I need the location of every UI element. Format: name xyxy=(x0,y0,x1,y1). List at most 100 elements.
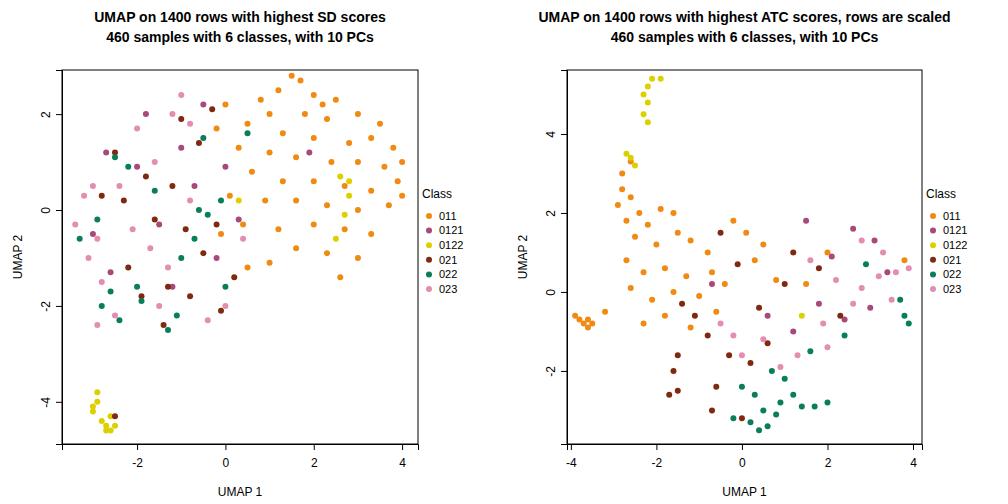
point xyxy=(399,159,405,165)
y-axis-title: UMAP 2 xyxy=(11,234,25,279)
point xyxy=(240,236,246,242)
point xyxy=(77,236,83,242)
point xyxy=(649,76,655,82)
legend-marker xyxy=(930,271,936,277)
point xyxy=(628,285,634,291)
y-axis-title: UMAP 2 xyxy=(516,234,530,279)
legend-marker xyxy=(930,242,936,248)
y-tick-mark xyxy=(56,114,62,115)
point xyxy=(872,238,878,244)
point xyxy=(214,221,220,227)
x-tick: 4 xyxy=(399,444,406,470)
y-tick: 2 xyxy=(39,111,62,118)
point xyxy=(829,253,835,259)
point xyxy=(641,111,647,117)
point xyxy=(320,102,326,108)
point xyxy=(658,206,664,212)
point xyxy=(671,210,677,216)
point xyxy=(289,73,295,79)
point xyxy=(280,130,286,136)
point xyxy=(293,154,299,160)
point xyxy=(165,265,171,271)
x-axis-line xyxy=(63,445,419,451)
x-tick-label: -4 xyxy=(566,456,577,470)
point xyxy=(688,238,694,244)
point xyxy=(90,404,96,410)
point xyxy=(675,352,681,358)
legend-label: 022 xyxy=(439,268,457,280)
y-tick-mark xyxy=(56,306,62,307)
y-tick: 4 xyxy=(544,131,567,138)
point xyxy=(884,269,890,275)
point xyxy=(623,151,629,157)
point xyxy=(368,135,374,141)
point xyxy=(165,327,171,333)
point xyxy=(675,230,681,236)
legend-marker xyxy=(930,286,936,292)
point xyxy=(718,321,724,327)
y-axis-line xyxy=(561,71,568,445)
point xyxy=(756,305,762,311)
point xyxy=(214,125,220,131)
legend-label: 021 xyxy=(439,254,457,266)
legend-label: 011 xyxy=(439,210,457,222)
point xyxy=(222,102,228,108)
point xyxy=(108,269,114,275)
point xyxy=(683,273,689,279)
point xyxy=(880,249,886,255)
legend-title: Class xyxy=(926,187,956,201)
y-tick: 0 xyxy=(39,207,62,214)
point xyxy=(355,255,361,261)
point xyxy=(760,336,766,342)
point xyxy=(267,111,273,117)
point xyxy=(368,188,374,194)
point xyxy=(641,321,647,327)
point xyxy=(355,207,361,213)
point xyxy=(218,197,224,203)
point xyxy=(275,87,281,93)
point xyxy=(222,164,228,170)
point xyxy=(820,321,826,327)
point xyxy=(99,279,105,285)
point xyxy=(623,257,629,263)
x-tick-mark xyxy=(225,444,226,450)
point xyxy=(756,427,762,433)
legend-title: Class xyxy=(422,187,452,201)
plot-frame xyxy=(567,70,922,444)
point xyxy=(205,317,211,323)
title: UMAP on 1400 rows with highest ATC score… xyxy=(538,9,950,25)
point xyxy=(222,284,228,290)
point xyxy=(218,231,224,237)
x-axis: -4-2024 xyxy=(566,444,922,470)
point xyxy=(602,309,608,315)
point xyxy=(705,249,711,255)
point xyxy=(906,265,912,271)
point xyxy=(187,293,193,299)
y-tick: 0 xyxy=(544,289,567,296)
legend-label: 0121 xyxy=(439,224,463,236)
point xyxy=(205,212,211,218)
point xyxy=(267,260,273,266)
point xyxy=(112,312,118,318)
x-tick-label: 0 xyxy=(739,456,746,470)
y-tick: -2 xyxy=(544,366,567,377)
legend-label: 023 xyxy=(439,283,457,295)
point xyxy=(769,368,775,374)
point xyxy=(833,277,839,283)
x-tick-mark xyxy=(571,444,572,450)
x-tick-mark xyxy=(913,444,914,450)
point xyxy=(192,183,198,189)
point xyxy=(139,298,145,304)
point xyxy=(709,281,715,287)
point xyxy=(112,423,118,429)
point xyxy=(90,231,96,237)
point xyxy=(156,221,162,227)
point xyxy=(346,193,352,199)
point xyxy=(86,255,92,261)
point xyxy=(641,91,647,97)
point xyxy=(760,407,766,413)
point xyxy=(803,281,809,287)
point xyxy=(103,149,109,155)
point xyxy=(209,106,215,112)
point xyxy=(130,226,136,232)
